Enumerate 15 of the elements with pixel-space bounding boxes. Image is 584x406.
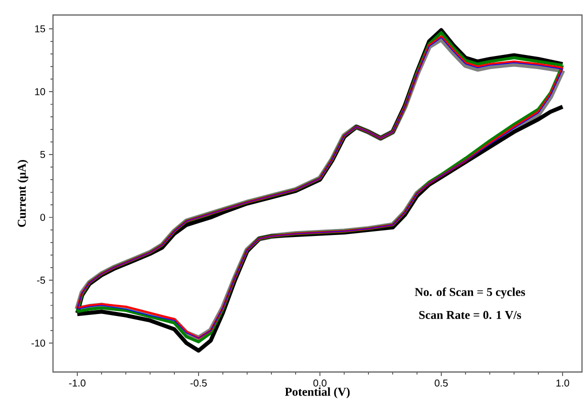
annotation: No. of Scan = 5 cycles: [414, 287, 526, 298]
x-tick-label: -0.5: [190, 380, 207, 387]
x-tick-label: -1.0: [69, 380, 86, 387]
y-tick-label: -5: [37, 276, 46, 284]
y-tick-label: 5: [40, 151, 46, 158]
y-axis-title: Current (μA): [17, 160, 28, 227]
annotation: Scan Rate = 0. 1 V/s: [419, 310, 522, 320]
x-tick-label: 0.0: [313, 380, 326, 387]
y-tick-label: -10: [32, 340, 46, 347]
y-tick-label: 10: [35, 88, 46, 96]
x-tick-label: 0.5: [434, 380, 448, 387]
x-axis-title: Potential (V): [285, 387, 350, 398]
y-tick-label: 15: [35, 25, 46, 32]
y-tick-label: 0: [40, 214, 46, 221]
x-tick-label: 1.0: [556, 380, 570, 387]
